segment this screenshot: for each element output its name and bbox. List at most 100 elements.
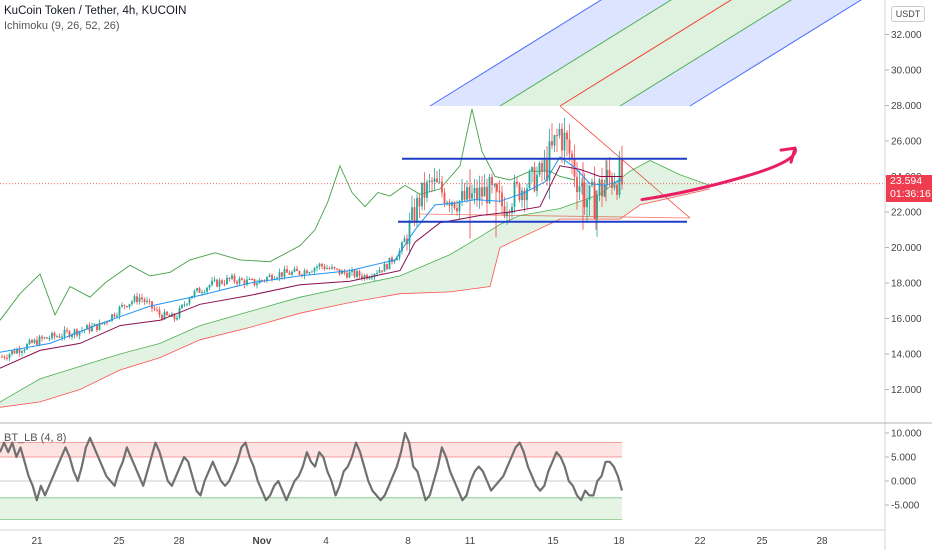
candle-body [416,197,418,223]
pitchfork-handle [419,213,691,219]
candle-body [423,182,426,198]
candle-body [128,303,131,307]
candle-body [26,344,28,350]
candle-body [206,287,208,292]
price-tick-label: 14.000 [891,350,922,361]
candle-body [18,349,21,353]
candle-body [538,163,541,175]
candle-body [553,135,556,146]
time-tick-label: Nov [253,536,272,547]
candle-body [381,270,383,272]
candle-body [453,202,456,208]
candle-body [176,317,178,320]
candle-body [366,275,368,279]
pitchfork-line [499,0,672,107]
time-tick-label: 28 [173,536,185,547]
candle-body [281,272,283,277]
pitchfork-band [430,0,671,106]
candle-body [261,280,263,281]
candle-body [153,308,156,310]
candle-body [566,132,568,140]
candle-body [611,176,613,188]
price-tick-label: 20.000 [891,243,922,254]
candle-body [413,207,416,223]
candle-body [58,336,61,338]
candle-body [358,271,361,276]
candle-body [166,311,168,316]
time-tick-label: 4 [323,536,329,547]
candle-body [138,297,141,302]
candle-body [428,180,431,183]
candle-body [221,280,223,284]
candle-body [56,336,58,338]
candle-body [306,270,308,274]
candle-body [513,181,516,207]
time-tick-label: 25 [756,536,768,547]
candle-body [378,270,381,273]
candle-body [243,280,246,285]
candle-body [146,300,148,302]
candle-body [278,272,281,278]
candle-body [71,334,73,338]
candle-body [431,180,433,182]
candle-body [518,183,521,201]
candle-body [398,251,401,258]
candle-body [448,202,451,206]
candle-body [256,283,258,286]
candle-body [536,174,538,191]
time-tick-label: 8 [405,536,411,547]
candle-body [616,184,618,195]
candle-body [508,212,511,214]
candle-body [383,264,386,272]
candle-body [133,296,136,302]
candle-body [313,268,316,272]
candle-body [251,279,253,280]
time-tick-label: 25 [113,536,125,547]
candle-body [226,277,228,284]
candle-body [356,271,358,277]
kumo-cloud [0,160,710,408]
time-tick-label: 15 [547,536,559,547]
candle-body [61,336,63,338]
candle-body [426,182,428,198]
candle-body [343,270,346,273]
currency-button[interactable]: USDT [891,6,925,22]
time-tick-label: 11 [465,536,476,547]
candle-body [598,179,601,196]
pitchfork-band [560,0,791,106]
candle-body [41,336,43,339]
price-tick-label: 26.000 [891,137,922,148]
candle-body [66,329,68,332]
candle-body [213,279,216,281]
candle-body [21,351,23,353]
candle-body [446,202,448,204]
candle-body [73,329,76,335]
candle-body [1,356,3,358]
candle-body [443,192,446,204]
candle-body [498,190,501,193]
candle-body [93,324,96,327]
candle-body [196,288,198,291]
candle-body [363,275,366,279]
price-tick-label: 30.000 [891,66,922,77]
candle-body [121,304,123,307]
candle-body [393,260,396,262]
candle-body [168,315,171,317]
candle-body [401,242,403,251]
candle-body [211,280,213,286]
candle-body [501,192,503,207]
candle-body [43,337,46,339]
candle-body [493,184,496,186]
price-tick-label: 22.000 [891,208,922,219]
pitchfork-band [500,0,731,106]
candle-body [116,315,118,317]
candle-body [486,186,488,204]
candle-body [283,269,286,277]
candle-body [203,291,206,293]
candle-body [241,278,243,281]
candle-body [456,207,458,212]
candle-body [483,186,486,197]
candle-body [6,357,8,359]
candle-body [16,349,18,354]
candle-body [391,257,393,262]
